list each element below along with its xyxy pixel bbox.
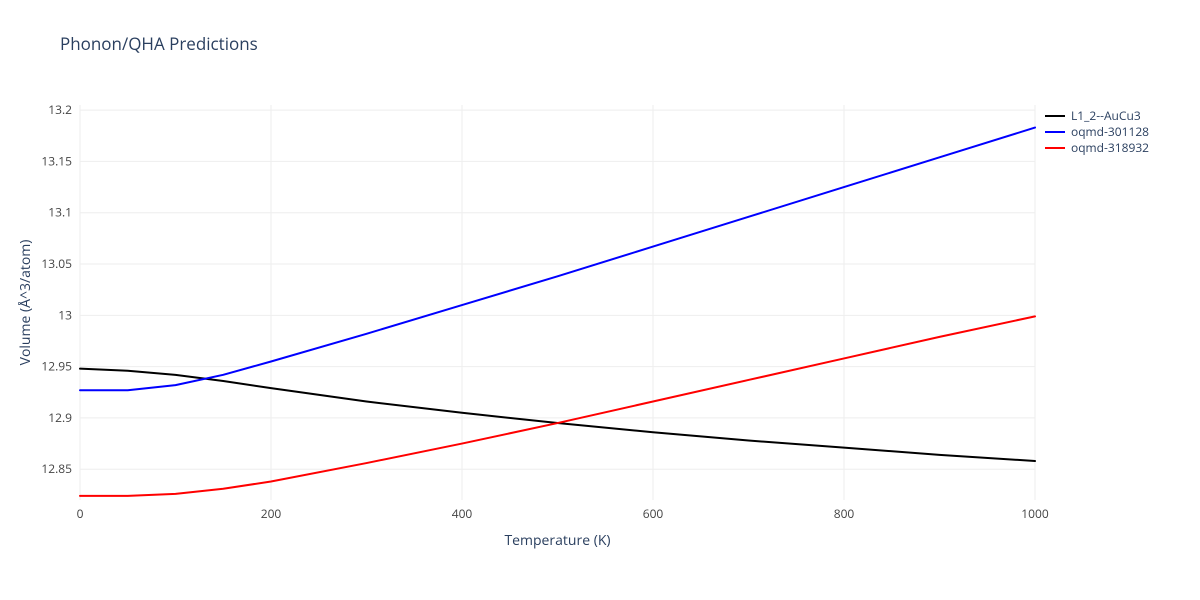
x-tick-label: 800 <box>834 505 855 522</box>
legend-label: oqmd-301128 <box>1071 124 1149 140</box>
legend-swatch <box>1045 131 1065 133</box>
legend-item[interactable]: oqmd-301128 <box>1045 124 1149 140</box>
y-tick-label: 13 <box>58 306 72 323</box>
x-tick-label: 0 <box>77 505 84 522</box>
y-tick-label: 13.2 <box>48 101 72 118</box>
x-tick-label: 200 <box>261 505 282 522</box>
legend[interactable]: L1_2--AuCu3oqmd-301128oqmd-318932 <box>1045 108 1149 156</box>
series-line[interactable] <box>80 369 1035 461</box>
legend-item[interactable]: oqmd-318932 <box>1045 140 1149 156</box>
chart-container: Phonon/QHA Predictions 02004006008001000… <box>0 0 1200 600</box>
legend-swatch <box>1045 147 1065 149</box>
y-tick-label: 12.95 <box>41 358 72 375</box>
y-tick-label: 12.9 <box>48 409 72 426</box>
legend-swatch <box>1045 115 1065 117</box>
series-line[interactable] <box>80 128 1035 391</box>
line-chart[interactable]: 0 200 400 600 800 1000 12.85 12.9 12.95 13 13.05 13… <box>0 0 1200 600</box>
x-axis-label: Temperature (K) <box>504 531 610 550</box>
y-axis-label: Volume (Å^3/atom) <box>16 240 35 366</box>
x-tick-label: 1000 <box>1021 505 1049 522</box>
legend-label: oqmd-318932 <box>1071 140 1149 156</box>
x-tick-label: 600 <box>643 505 664 522</box>
legend-label: L1_2--AuCu3 <box>1071 108 1141 124</box>
y-tick-label: 13.05 <box>41 255 72 272</box>
y-tick-label: 13.1 <box>48 204 72 221</box>
legend-item[interactable]: L1_2--AuCu3 <box>1045 108 1149 124</box>
x-tick-label: 400 <box>452 505 473 522</box>
y-tick-label: 12.85 <box>41 460 72 477</box>
y-tick-label: 13.15 <box>41 152 72 169</box>
